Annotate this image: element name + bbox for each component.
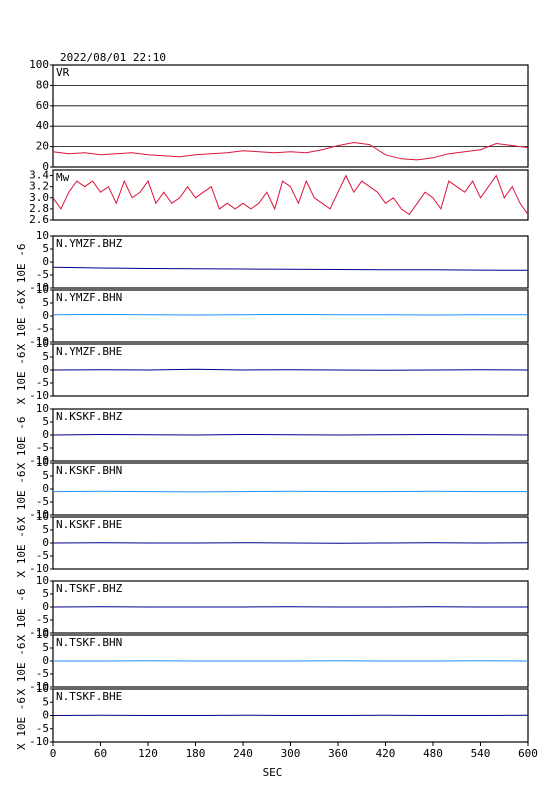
panel-label: N.KSKF.BHZ — [56, 410, 123, 423]
y-tick-label: 10 — [36, 402, 49, 415]
chart-title: 2022/08/01 22:10 — [60, 51, 166, 64]
y-tick-label: -5 — [36, 667, 49, 680]
y-tick-label: 5 — [42, 350, 49, 363]
y-tick-label: -5 — [36, 322, 49, 335]
panel-label: N.YMZF.BHZ — [56, 237, 123, 250]
y-tick-label: -10 — [29, 735, 49, 748]
y-tick-label: -5 — [36, 549, 49, 562]
y-tick-label: 3.0 — [29, 191, 49, 204]
y-tick-label: 0 — [42, 363, 49, 376]
y-tick-label: 0 — [42, 309, 49, 322]
data-line — [53, 435, 528, 436]
y-tick-label: 10 — [36, 682, 49, 695]
y-tick-label: 0 — [42, 600, 49, 613]
y-tick-label: 5 — [42, 242, 49, 255]
y-tick-label: -5 — [36, 376, 49, 389]
panel-label: N.YMZF.BHE — [56, 345, 122, 358]
y-tick-label: 10 — [36, 628, 49, 641]
y-tick-label: 5 — [42, 415, 49, 428]
panel-frame — [53, 170, 528, 220]
x-tick-label: 0 — [50, 747, 57, 760]
y-tick-label: 10 — [36, 510, 49, 523]
y-tick-label: 20 — [36, 140, 49, 153]
y-tick-label: 10 — [36, 229, 49, 242]
y-tick-label: 100 — [29, 58, 49, 71]
panel-frame — [53, 290, 528, 342]
y-tick-label: 3.4 — [29, 169, 49, 182]
y-tick-label: -5 — [36, 441, 49, 454]
data-line — [53, 176, 528, 215]
y-tick-label: -10 — [29, 389, 49, 402]
x-tick-label: 360 — [328, 747, 348, 760]
y-tick-label: 0 — [42, 654, 49, 667]
y-tick-label: 80 — [36, 78, 49, 91]
y-tick-label: -5 — [36, 268, 49, 281]
x-tick-label: 60 — [94, 747, 107, 760]
y-tick-label: 5 — [42, 469, 49, 482]
x-tick-label: 420 — [376, 747, 396, 760]
y-tick-label: 0 — [42, 428, 49, 441]
panel-label: N.TSKF.BHE — [56, 690, 122, 703]
y-axis-label: X 10E -6 — [15, 417, 28, 470]
y-tick-label: 10 — [36, 337, 49, 350]
panel-frame — [53, 463, 528, 515]
y-axis-label: X 10E -6 — [15, 697, 28, 750]
data-line — [53, 369, 528, 370]
y-tick-label: -5 — [36, 613, 49, 626]
y-axis-label: X 10E -6 — [15, 589, 28, 642]
y-tick-label: 0 — [42, 709, 49, 722]
y-axis-label: X 10E -6 — [15, 643, 28, 696]
panel-label: Mw — [56, 171, 70, 184]
y-tick-label: 10 — [36, 574, 49, 587]
x-tick-label: 480 — [423, 747, 443, 760]
panel-label: N.KSKF.BHE — [56, 518, 122, 531]
x-tick-label: 600 — [518, 747, 538, 760]
y-tick-label: 60 — [36, 99, 49, 112]
y-axis-label: X 10E -6 — [15, 352, 28, 405]
panel-label: N.YMZF.BHN — [56, 291, 122, 304]
data-line — [53, 314, 528, 315]
y-axis-label: X 10E -6 — [15, 244, 28, 297]
panel-label: N.TSKF.BHZ — [56, 582, 123, 595]
y-tick-label: -5 — [36, 722, 49, 735]
data-line — [53, 267, 528, 270]
y-tick-label: 5 — [42, 523, 49, 536]
panel-label: N.TSKF.BHN — [56, 636, 122, 649]
y-tick-label: 10 — [36, 456, 49, 469]
x-axis-label: SEC — [263, 766, 283, 779]
y-tick-label: 40 — [36, 119, 49, 132]
data-line — [53, 543, 528, 544]
panel-label: VR — [56, 66, 70, 79]
y-tick-label: 5 — [42, 695, 49, 708]
y-tick-label: 0 — [42, 482, 49, 495]
x-tick-label: 540 — [471, 747, 491, 760]
y-axis-label: X 10E -6 — [15, 298, 28, 351]
x-tick-label: 180 — [186, 747, 206, 760]
y-tick-label: 5 — [42, 641, 49, 654]
y-tick-label: 10 — [36, 283, 49, 296]
y-tick-label: 2.6 — [29, 213, 49, 226]
data-line — [53, 491, 528, 492]
y-tick-label: 2.8 — [29, 202, 49, 215]
data-line — [53, 143, 528, 160]
y-tick-label: -5 — [36, 495, 49, 508]
y-tick-label: 5 — [42, 587, 49, 600]
y-tick-label: 3.2 — [29, 180, 49, 193]
y-tick-label: 0 — [42, 536, 49, 549]
y-tick-label: 0 — [42, 255, 49, 268]
y-axis-label: X 10E -6 — [15, 525, 28, 578]
x-tick-label: 300 — [281, 747, 301, 760]
y-axis-label: X 10E -6 — [15, 471, 28, 524]
panel-label: N.KSKF.BHN — [56, 464, 122, 477]
panel-frame — [53, 236, 528, 288]
x-tick-label: 120 — [138, 747, 158, 760]
x-tick-label: 240 — [233, 747, 253, 760]
y-tick-label: 5 — [42, 296, 49, 309]
